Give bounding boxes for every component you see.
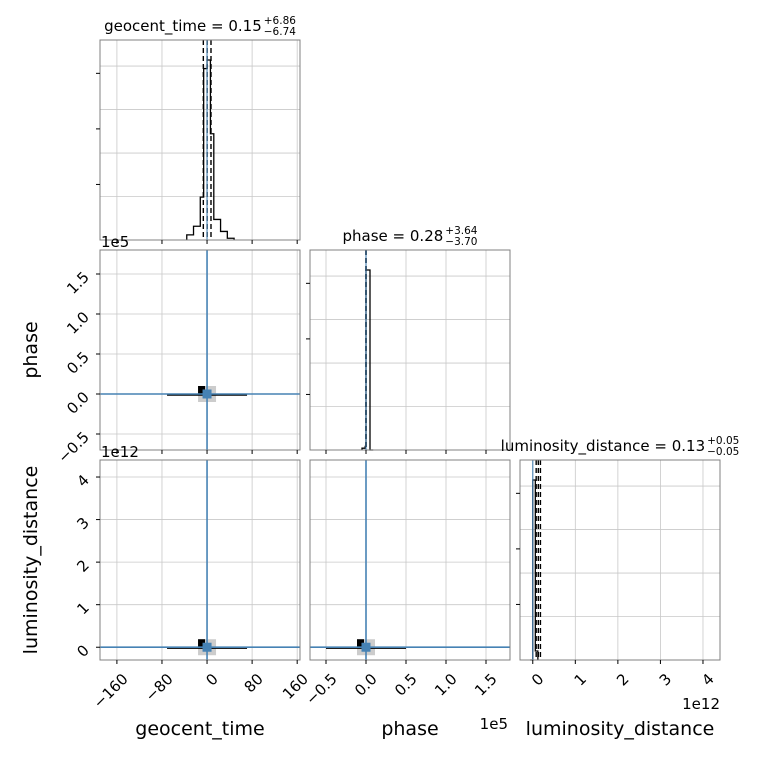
xlabel-phase: phase (381, 718, 438, 740)
panel-geocent_time-vs-luminosity_distance-truth-marker (202, 642, 212, 652)
panel-geocent_time-vs-phase-density-core (198, 386, 206, 394)
ytick-label-phase-1: 0.0 (63, 388, 93, 418)
xlabel-luminosity_distance: luminosity_distance (526, 718, 715, 740)
panel-title-minus-phase: −3.70 (445, 236, 477, 248)
ytick-label-luminosity_distance-3: 3 (73, 514, 92, 533)
histogram-geocent_time (186, 59, 235, 240)
ticks-layer (96, 72, 704, 664)
hist-luminosity_distance-frame (519, 459, 721, 661)
frames-layer (99, 39, 721, 661)
ytick-label-phase-0: −0.5 (54, 428, 92, 466)
xtick-label-luminosity_distance-1: 1 (571, 670, 590, 689)
panel-title-geocent_time: geocent_time = 0.15 +6.86−6.74 (104, 15, 296, 38)
data-layer (100, 40, 542, 661)
ytick-label-phase-3: 1.0 (63, 308, 93, 338)
ytick-label-luminosity_distance-1: 1 (73, 599, 92, 618)
offset-text-luminosity-distance-x: 1e12 (682, 695, 720, 713)
ytick-label-phase-2: 0.5 (63, 348, 93, 378)
offset-text-phase-y: 1e5 (101, 233, 129, 251)
panel-title-plus-phase: +3.64 (445, 225, 477, 237)
panel-title-plus-geocent_time: +6.86 (264, 15, 296, 27)
hist-phase-frame (309, 249, 511, 451)
panel-phase-vs-luminosity_distance-density-core (357, 639, 364, 648)
panel-title-text-geocent_time: geocent_time = 0.15 (104, 17, 262, 36)
panel-title-text-phase: phase = 0.28 (343, 227, 444, 245)
panel-title-luminosity_distance: luminosity_distance = 0.13 +0.05−0.05 (501, 435, 740, 458)
xtick-label-phase-0: −0.5 (302, 670, 340, 708)
xtick-label-luminosity_distance-4: 4 (698, 670, 717, 689)
xtick-label-luminosity_distance-0: 0 (528, 670, 547, 689)
ytick-label-luminosity_distance-4: 4 (73, 471, 92, 490)
panel-geocent_time-vs-luminosity_distance-density-core (198, 639, 206, 648)
panel-title-text-luminosity_distance: luminosity_distance = 0.13 (501, 437, 705, 456)
text-layer: −160 −80 0 80 160−0.5 0.0 0.5 1.0 1.5 0 1 2 3 4−0.50.… (20, 15, 739, 740)
panel-geocent_time-vs-phase-frame (99, 249, 301, 451)
offset-text-luminosity-distance-y: 1e12 (101, 443, 139, 461)
grid-layer (100, 40, 720, 660)
hist-geocent_time-frame (99, 39, 301, 241)
xlabel-geocent_time: geocent_time (135, 718, 264, 740)
panel-title-minus-geocent_time: −6.74 (264, 26, 296, 38)
xtick-label-luminosity_distance-3: 3 (656, 670, 675, 689)
ytick-label-phase-4: 1.5 (63, 268, 93, 298)
ylabel-phase: phase (20, 321, 42, 378)
panel-phase-vs-luminosity_distance-frame (309, 459, 511, 661)
xtick-label-geocent_time-1: −80 (142, 670, 177, 705)
offset-text-phase-x: 1e5 (480, 715, 508, 733)
panel-geocent_time-vs-phase-truth-marker (202, 389, 212, 399)
ylabel-luminosity_distance: luminosity_distance (20, 466, 42, 655)
xtick-label-phase-3: 1.0 (431, 670, 461, 700)
xtick-label-phase-1: 0.0 (351, 670, 381, 700)
xtick-label-geocent_time-0: −160 (90, 670, 132, 712)
xtick-label-geocent_time-2: 0 (202, 670, 221, 689)
xtick-label-geocent_time-3: 80 (241, 670, 267, 696)
ytick-label-luminosity_distance-2: 2 (73, 556, 92, 575)
panel-title-minus-luminosity_distance: −0.05 (707, 446, 739, 458)
xtick-label-luminosity_distance-2: 2 (613, 670, 632, 689)
xtick-label-phase-2: 0.5 (391, 670, 421, 700)
histogram-phase (361, 269, 374, 451)
panel-geocent_time-vs-luminosity_distance-frame (99, 459, 301, 661)
panel-phase-vs-luminosity_distance-truth-marker (361, 642, 371, 652)
ytick-label-luminosity_distance-0: 0 (73, 641, 92, 660)
xtick-label-phase-4: 1.5 (471, 670, 501, 700)
panel-title-phase: phase = 0.28 +3.64−3.70 (343, 225, 478, 248)
panel-title-plus-luminosity_distance: +0.05 (707, 435, 739, 447)
